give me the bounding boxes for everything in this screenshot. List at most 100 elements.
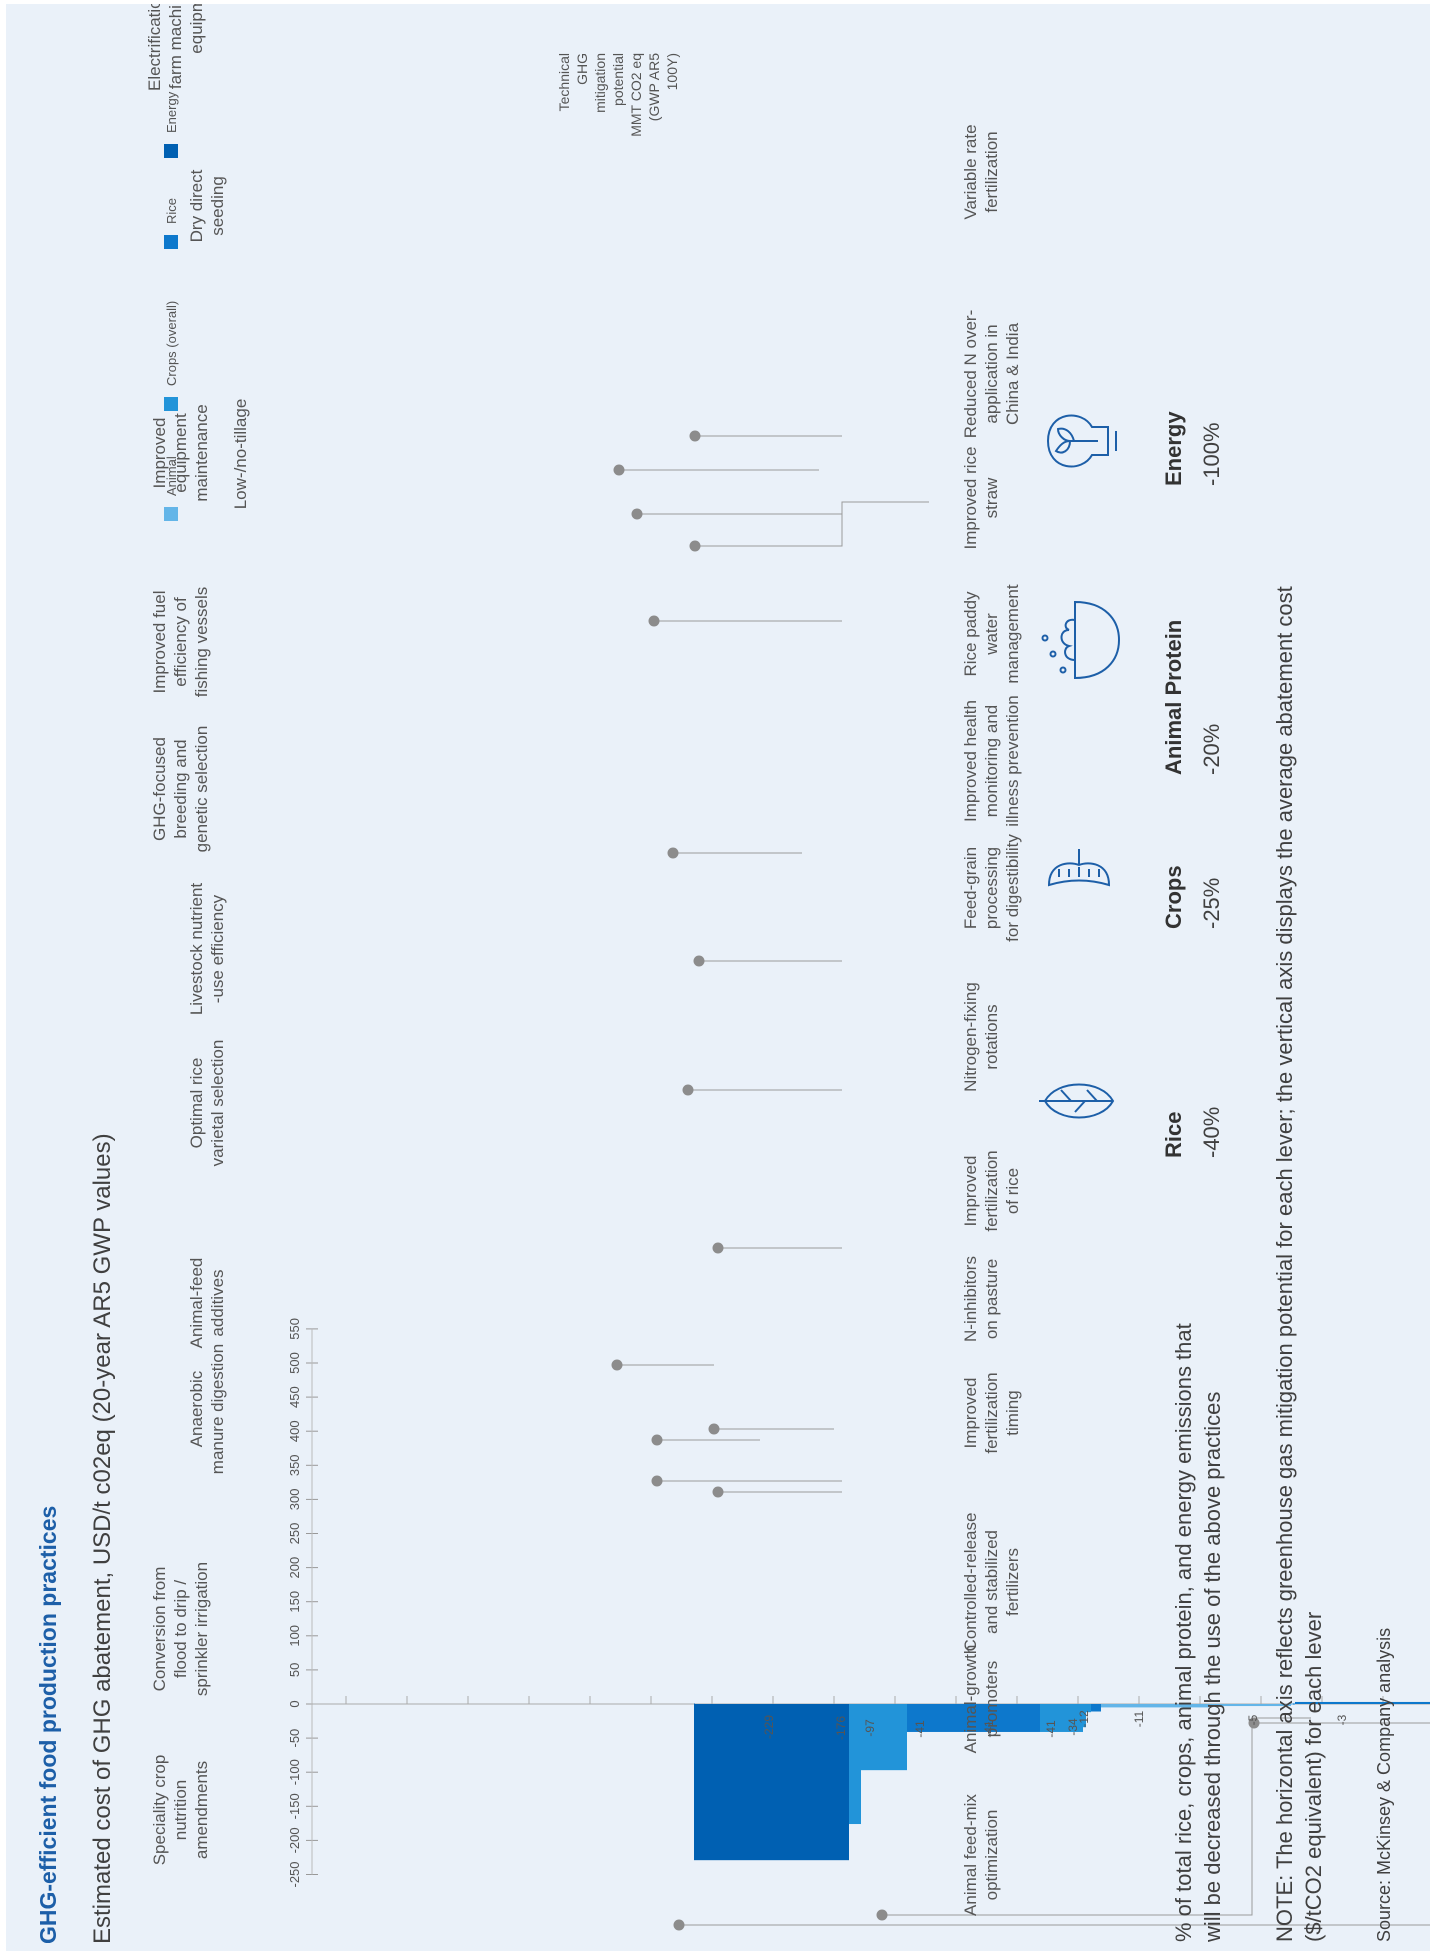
bottom-category-label-line: China & India — [1003, 322, 1022, 425]
bar — [1294, 1703, 1295, 1705]
bottom-category-label-line: monitoring and — [982, 705, 1001, 817]
bottom-category-label: Rice paddy water management — [961, 584, 1022, 684]
top-category-label-line: efficiency of — [171, 597, 190, 687]
cost-tick-label: 350 — [287, 1454, 302, 1476]
top-category-label-line: Improved fuel — [150, 591, 169, 694]
bottom-category-label-line: Animal feed-mix — [961, 1794, 980, 1916]
bottom-category-label-line: straw — [982, 477, 1001, 518]
leader-dot — [667, 847, 679, 859]
bottom-category-label: Controlled-release and stabilized fertiliz… — [961, 1513, 1022, 1652]
leader-dot — [651, 1434, 663, 1446]
summary-category-value: -40% — [1199, 1107, 1224, 1158]
mitigation-axis-label-text: Technical GHG mitigation potential MMT CO2 e… — [556, 53, 680, 137]
bottom-category-label-line: rotations — [982, 1004, 1001, 1069]
leader-dot — [631, 508, 643, 520]
bar-value-label: -11 — [1132, 1710, 1146, 1727]
top-category-label: GHG-focused breeding and genetic selection — [150, 726, 211, 853]
bottom-category-label-line: fertilization — [982, 1150, 1001, 1231]
bar-value-label: -34 — [1066, 1718, 1080, 1736]
leader-dot — [708, 1423, 720, 1435]
top-category-label-line: nutrition — [171, 1780, 190, 1840]
summary-section: % of total rice, crops, animal protein, … — [1161, 411, 1225, 1943]
bottom-category-label-line: fertilizers — [1003, 1548, 1022, 1616]
top-category-label-line: Electrification of on - — [145, 4, 164, 91]
note-text: NOTE: The horizontal axis reflects green… — [1272, 586, 1297, 1942]
leader-dot — [611, 1359, 623, 1371]
cost-axis: 550500450400350300250200150100500-50-100… — [287, 1318, 1430, 1888]
cost-tick-label: -250 — [287, 1861, 302, 1887]
top-category-label-line: equipment — [187, 4, 206, 54]
bar-value-label: -97 — [863, 1719, 877, 1737]
top-category-label-line: breeding and — [171, 739, 190, 838]
cost-tick-label: 400 — [287, 1420, 302, 1442]
bottom-category-label-line: Nitrogen-fixing — [961, 982, 980, 1092]
leader-dot — [613, 464, 625, 476]
bottom-category-label-line: Improved — [961, 1156, 980, 1227]
top-category-label-line: farm machinery and — [166, 4, 185, 89]
bottom-category-label-line: Animal-growth — [961, 1645, 980, 1754]
cost-tick-label: 500 — [287, 1352, 302, 1374]
legend-label: Animal — [164, 456, 179, 496]
leader-dot — [1248, 1717, 1260, 1729]
bottom-category-label: Feed-grain processing for digestibility — [961, 834, 1022, 942]
bottom-category-label-line: fertilization — [982, 1372, 1001, 1453]
bar — [1101, 1704, 1209, 1708]
legend-label: Energy — [164, 91, 179, 133]
leader-line — [882, 1717, 1311, 1916]
top-category-label-line: Animal-feed — [187, 1258, 206, 1349]
bottom-category-label-line: of rice — [1003, 1168, 1022, 1214]
bottom-category-label-line: N-inhibitors — [961, 1256, 980, 1342]
bar — [1292, 1703, 1293, 1705]
legend-swatch — [164, 235, 178, 249]
top-category-label-line: flood to drip / — [171, 1580, 190, 1679]
top-category-label: Dry direct seeding — [187, 169, 227, 242]
top-category-label: Optimal rice varietal selection — [187, 1040, 227, 1167]
bottom-category-label-line: processing — [982, 847, 1001, 929]
chart-title: GHG-efficient food production practices — [35, 1506, 61, 1944]
leaf-icon — [1039, 1083, 1115, 1119]
bar-value-label: -176 — [834, 1716, 848, 1740]
top-category-labels: Electrification of on - farm machinery an… — [145, 4, 250, 1865]
bottom-category-label: Improved health monitoring and illness pre… — [961, 695, 1022, 826]
cost-tick-label: -50 — [287, 1729, 302, 1748]
top-category-label-line: amendments — [192, 1761, 211, 1859]
leader-dot — [712, 1486, 724, 1498]
top-category-label-line: equipment — [171, 413, 190, 493]
chart-canvas: GHG-efficient food production practices … — [6, 4, 1430, 1951]
bar — [849, 1704, 861, 1825]
leader-dot — [689, 430, 701, 442]
summary-intro: will be decreased through the use of the… — [1200, 1392, 1225, 1943]
source-text: Source: McKinsey & Company analysis — [1374, 1628, 1394, 1942]
leader-dot — [689, 540, 701, 552]
top-category-label: Livestock nutrient -use efficiency — [187, 883, 227, 1016]
bar — [1040, 1704, 1083, 1732]
top-category-label: Speciality crop nutrition amendments — [150, 1755, 211, 1866]
bottom-category-label-line: optimization — [982, 1810, 1001, 1901]
bottom-category-label: Nitrogen-fixing rotations — [961, 982, 1001, 1092]
summary-category-name: Rice — [1161, 1112, 1186, 1158]
cost-tick-label: 550 — [287, 1318, 302, 1340]
bottom-category-label-line: Improved health — [961, 700, 980, 822]
bottom-category-label-line: Variable rate — [961, 124, 980, 219]
bar — [1086, 1704, 1091, 1713]
plot-area: 550500450400350300250200150100500-50-100… — [145, 4, 1430, 1931]
cost-tick-label: 250 — [287, 1523, 302, 1545]
leader-dot — [673, 1919, 685, 1931]
cost-tick-label: -150 — [287, 1793, 302, 1819]
bottom-category-label-line: Feed-grain — [961, 847, 980, 929]
summary-category-value: -100% — [1199, 422, 1224, 486]
note: NOTE: The horizontal axis reflects green… — [1272, 586, 1326, 1942]
bottom-category-label: Improved rice straw — [961, 447, 1001, 550]
leader-lines — [611, 430, 1430, 1931]
bottom-category-label-line: water — [982, 613, 1001, 656]
bar — [1209, 1704, 1291, 1707]
top-category-label: Low-/no-tillage — [231, 399, 250, 510]
top-category-label-line: Optimal rice — [187, 1058, 206, 1149]
top-category-label-line: Improved — [150, 418, 169, 489]
bottom-category-label-line: timing — [1003, 1390, 1022, 1435]
bar-value-label: -12 — [1077, 1710, 1091, 1728]
bottom-category-label-line: promoters — [982, 1661, 1001, 1738]
top-category-label-line: maintenance — [192, 404, 211, 501]
bottom-category-label-line: illness prevention — [1003, 695, 1022, 826]
mitigation-axis-label-text-line: (GWP AR5 — [646, 53, 662, 121]
